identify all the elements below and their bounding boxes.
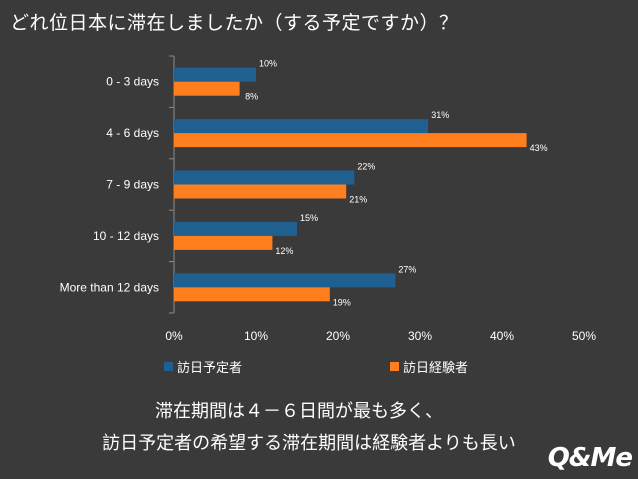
bar-planned xyxy=(174,273,396,288)
bar-planned xyxy=(174,119,429,134)
data-label: 12% xyxy=(275,246,293,256)
category-label: 0 - 3 days xyxy=(106,75,159,89)
brand-logo: Q&Me xyxy=(547,443,633,473)
bar-planned xyxy=(174,170,355,185)
x-tick-label: 10% xyxy=(244,329,268,343)
x-tick-label: 30% xyxy=(408,329,432,343)
bar-experienced xyxy=(174,133,527,148)
bar-experienced xyxy=(174,81,240,96)
bar-planned xyxy=(174,221,297,236)
summary-line-1: 滞在期間は４－６日間が最も多く、 xyxy=(155,401,443,422)
summary-line-2: 訪日予定者の希望する滞在期間は経験者よりも長い xyxy=(102,433,516,454)
category-label: 10 - 12 days xyxy=(93,229,159,243)
bar-experienced xyxy=(174,184,347,199)
data-label: 43% xyxy=(530,143,548,153)
category-label: 7 - 9 days xyxy=(106,178,159,192)
legend-entry: 訪日予定者 xyxy=(177,360,242,376)
data-label: 21% xyxy=(349,195,367,205)
data-label: 15% xyxy=(300,213,318,223)
bar-experienced xyxy=(174,287,330,302)
x-tick-label: 40% xyxy=(490,329,514,343)
data-label: 10% xyxy=(259,59,277,69)
x-tick-label: 50% xyxy=(572,329,596,343)
data-label: 27% xyxy=(398,264,416,274)
bar-planned xyxy=(174,67,256,82)
x-tick-label: 20% xyxy=(326,329,350,343)
data-label: 31% xyxy=(431,110,449,120)
legend-swatch xyxy=(390,362,399,371)
data-label: 8% xyxy=(245,92,258,102)
data-label: 22% xyxy=(357,162,375,172)
category-label: 4 - 6 days xyxy=(106,126,159,140)
data-label: 19% xyxy=(333,297,351,307)
x-tick-label: 0% xyxy=(165,329,183,343)
legend-swatch xyxy=(164,362,173,371)
page-title: どれ位日本に滞在しましたか（する予定ですか）？ xyxy=(10,12,459,34)
legend-entry: 訪日経験者 xyxy=(403,360,468,376)
bar-experienced xyxy=(174,235,273,250)
category-label: More than 12 days xyxy=(60,280,159,294)
